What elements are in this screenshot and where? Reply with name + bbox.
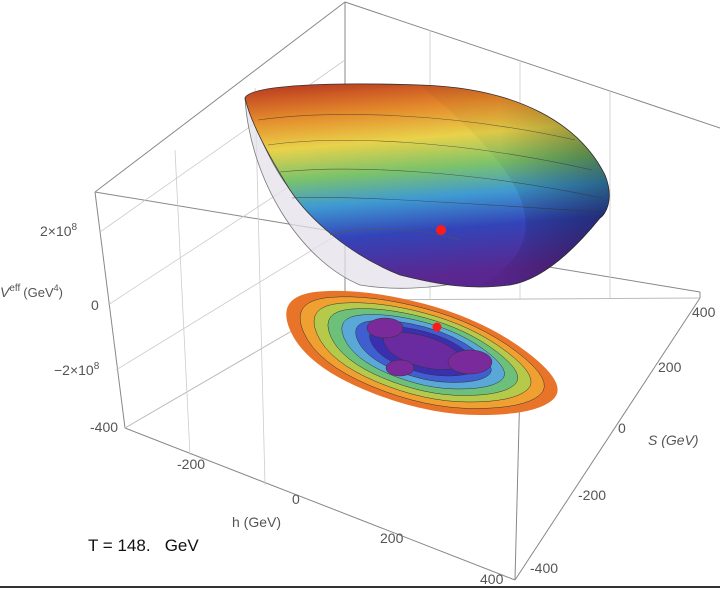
contour-projection — [286, 290, 558, 415]
z-axis-label: Veff (GeV4) — [0, 283, 63, 300]
s-axis-ticks: -400 -200 0 200 400 — [530, 304, 716, 576]
h-axis-ticks: -400 -200 0 200 400 — [90, 419, 504, 587]
local-minimum-basin — [385, 359, 415, 377]
h-tick: 200 — [380, 530, 404, 546]
z-tick: 2×108 — [40, 222, 78, 239]
z-tick: −2×108 — [54, 361, 100, 378]
s-axis-label: S (GeV) — [648, 432, 699, 448]
h-axis-label: h (GeV) — [232, 514, 281, 530]
s-tick: -400 — [530, 560, 558, 576]
h-tick: -200 — [177, 456, 205, 472]
potential-surface — [244, 83, 610, 289]
h-tick: 0 — [292, 491, 300, 507]
s-tick: 0 — [618, 420, 626, 436]
z-axis-ticks: 2×108 0 −2×108 — [40, 222, 100, 378]
h-tick: -400 — [90, 419, 118, 435]
minimum-marker-contour — [432, 322, 442, 332]
temperature-annotation: T = 148. GeV — [88, 536, 199, 555]
h-tick: 400 — [480, 571, 504, 587]
z-tick: 0 — [91, 297, 99, 313]
local-minimum-basin — [447, 349, 493, 375]
s-tick: 200 — [658, 359, 682, 375]
bottom-border — [0, 586, 720, 588]
s-tick: 400 — [692, 304, 716, 320]
minimum-marker-surface — [436, 225, 446, 235]
local-minimum-basin — [366, 317, 404, 339]
s-tick: -200 — [578, 487, 606, 503]
